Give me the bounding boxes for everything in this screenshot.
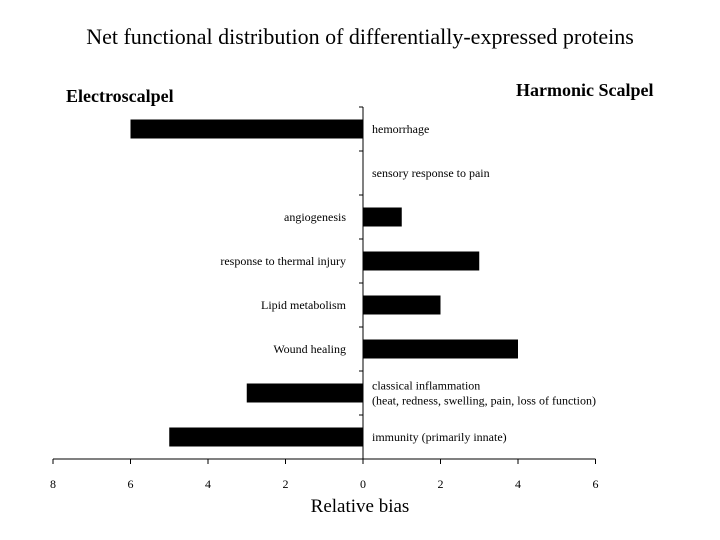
chart-title: Net functional distribution of different… xyxy=(86,24,634,49)
category-label: immunity (primarily innate) xyxy=(372,430,507,444)
bar xyxy=(363,339,518,359)
x-tick-label: 2 xyxy=(438,477,444,491)
bar xyxy=(130,119,363,139)
category-label: Wound healing xyxy=(273,342,346,356)
bar xyxy=(363,207,402,227)
x-axis-label: Relative bias xyxy=(310,496,410,517)
x-tick-label: 6 xyxy=(593,477,599,491)
x-tick-label: 0 xyxy=(360,477,366,491)
category-label: classical inflammation (heat, redness, sw… xyxy=(372,379,596,408)
category-label: hemorrhage xyxy=(372,122,429,136)
electroscalpel-label: Electroscalpel xyxy=(66,86,174,106)
category-label: angiogenesis xyxy=(284,210,346,224)
x-tick-label: 8 xyxy=(50,477,56,491)
harmonic-scalpel-label: Harmonic Scalpel xyxy=(516,80,654,100)
category-label: response to thermal injury xyxy=(220,254,346,268)
bar xyxy=(169,427,363,447)
category-label: Lipid metabolism xyxy=(261,298,347,312)
x-tick-label: 6 xyxy=(128,477,134,491)
bar xyxy=(246,383,363,403)
x-tick-label: 2 xyxy=(283,477,289,491)
bar xyxy=(363,295,441,315)
category-label: sensory response to pain xyxy=(372,166,490,180)
x-tick-label: 4 xyxy=(205,477,211,491)
x-tick-label: 4 xyxy=(515,477,521,491)
bar xyxy=(363,251,480,271)
